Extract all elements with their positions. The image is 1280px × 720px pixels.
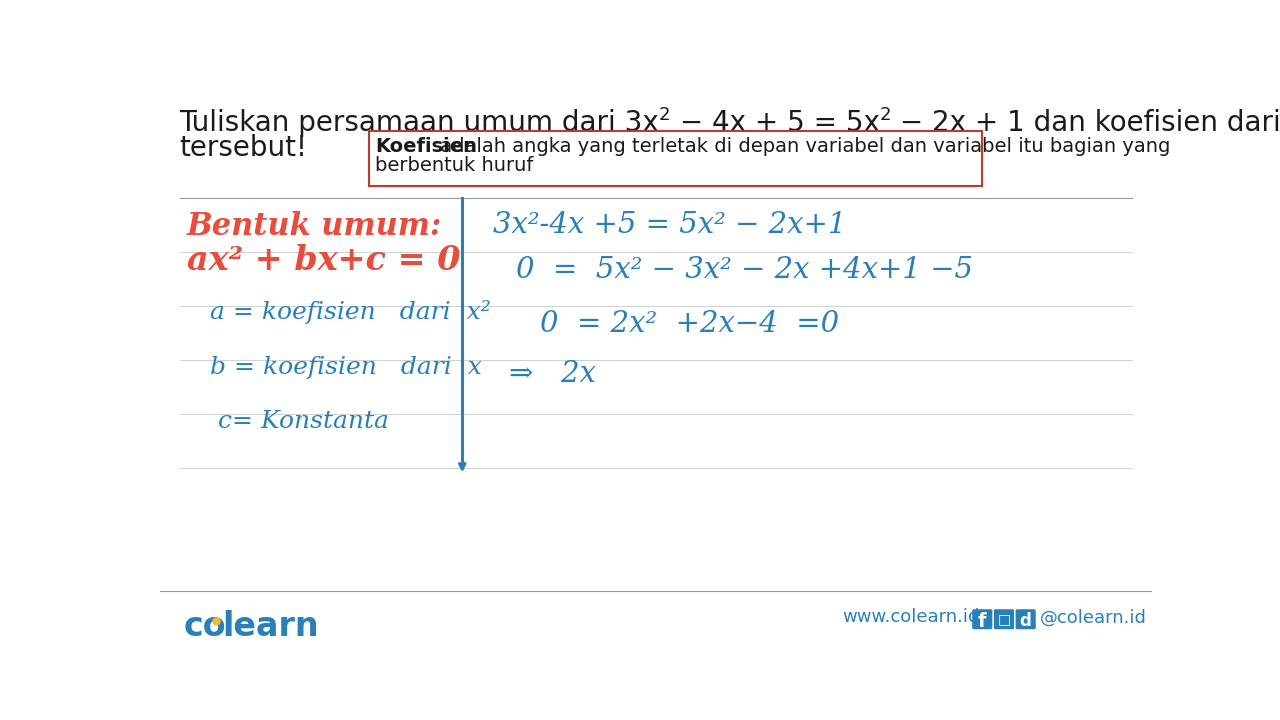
Text: adalah angka yang terletak di depan variabel dan variabel itu bagian yang: adalah angka yang terletak di depan vari… (434, 138, 1171, 156)
FancyBboxPatch shape (369, 131, 982, 186)
Text: □: □ (997, 612, 1010, 626)
Text: a = koefisien   dari  x²: a = koefisien dari x² (210, 300, 492, 325)
Text: tersebut!: tersebut! (179, 134, 307, 162)
Text: 0  =  5x² − 3x² − 2x +4x+1 −5: 0 = 5x² − 3x² − 2x +4x+1 −5 (517, 256, 974, 284)
Text: learn: learn (221, 610, 319, 643)
FancyBboxPatch shape (1015, 609, 1036, 629)
Text: f: f (978, 612, 987, 631)
Text: 2: 2 (879, 107, 891, 125)
Text: c= Konstanta: c= Konstanta (218, 410, 389, 433)
Text: co: co (183, 610, 225, 643)
Text: ax² + bx+c = 0: ax² + bx+c = 0 (187, 244, 461, 277)
Text: b = koefisien   dari  x: b = koefisien dari x (210, 356, 483, 379)
FancyBboxPatch shape (993, 609, 1014, 629)
Text: @colearn.id: @colearn.id (1039, 608, 1147, 626)
Text: Koefisien: Koefisien (375, 138, 477, 156)
Text: Tuliskan persamaan umum dari 3x: Tuliskan persamaan umum dari 3x (179, 109, 659, 138)
FancyBboxPatch shape (973, 609, 992, 629)
Text: 3x²-4x +5 = 5x² − 2x+1: 3x²-4x +5 = 5x² − 2x+1 (493, 211, 846, 239)
Text: 0  = 2x²  +2x−4  =0: 0 = 2x² +2x−4 =0 (540, 310, 838, 338)
Text: − 2x + 1 dan koefisien dari persamaan: − 2x + 1 dan koefisien dari persamaan (891, 109, 1280, 138)
Text: ⇒   2x: ⇒ 2x (508, 360, 595, 388)
Text: − 4x + 5 = 5x: − 4x + 5 = 5x (671, 109, 879, 138)
Text: Bentuk umum:: Bentuk umum: (187, 211, 443, 242)
Text: 2: 2 (659, 107, 671, 125)
Text: www.colearn.id: www.colearn.id (842, 608, 979, 626)
Text: d: d (1020, 612, 1032, 630)
Text: berbentuk huruf: berbentuk huruf (375, 156, 534, 175)
